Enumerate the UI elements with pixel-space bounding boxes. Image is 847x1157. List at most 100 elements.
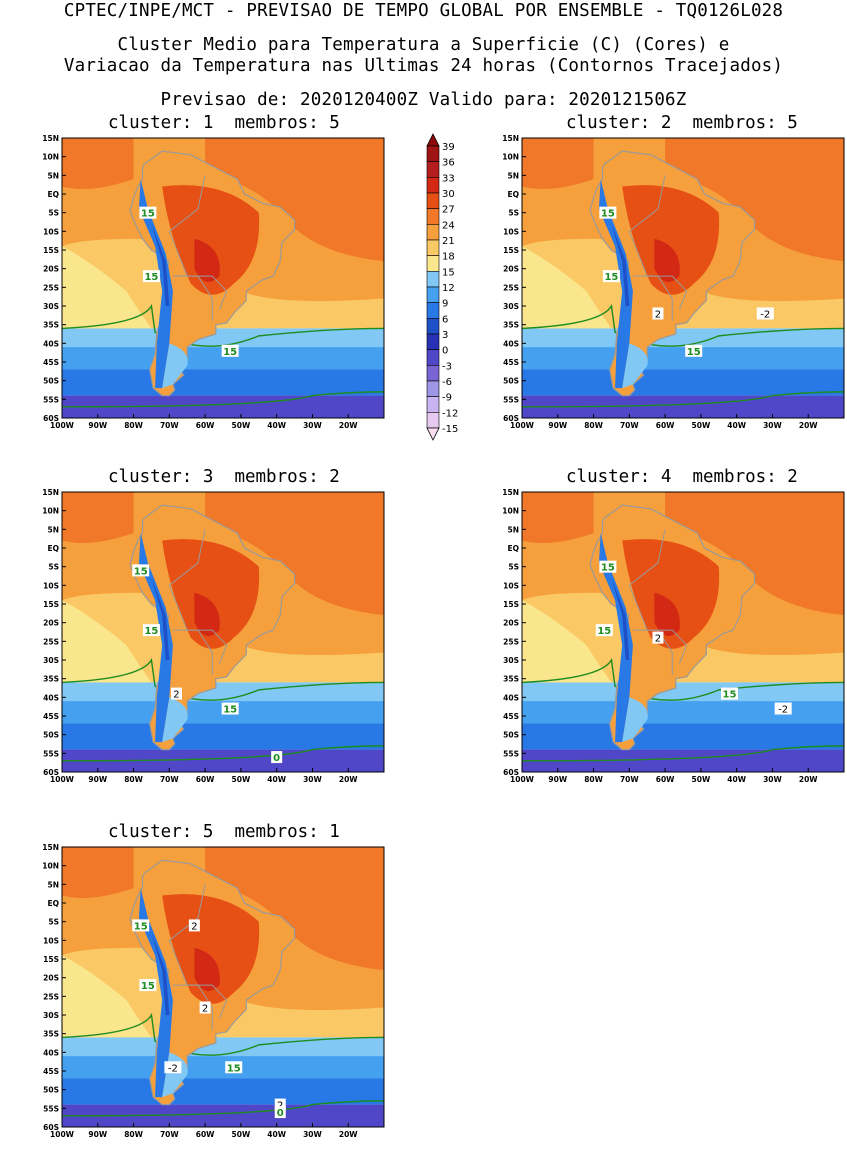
map-frame <box>521 491 845 773</box>
map-frame <box>61 491 385 773</box>
contour-label: 15 <box>223 347 237 358</box>
temperature-field <box>522 138 844 418</box>
lon-tick-label: 70W <box>160 775 179 784</box>
lon-tick-label: 60W <box>196 421 215 430</box>
lat-tick-label: EQ <box>48 190 60 199</box>
colorbar-segment <box>426 365 440 382</box>
contour-label-box <box>142 624 160 637</box>
lat-tick-label: 20S <box>43 265 59 274</box>
contour-label: 15 <box>134 921 148 932</box>
temperature-field <box>62 138 384 418</box>
lat-tick-label: 30S <box>43 656 59 665</box>
contour-label-box <box>164 1061 182 1074</box>
lon-tick-label: 30W <box>763 775 782 784</box>
contour-label: 2 <box>202 1004 208 1015</box>
lat-tick-label: 50S <box>503 377 519 386</box>
contour-label: 15 <box>723 690 737 701</box>
contour-label-box <box>599 206 617 219</box>
lat-tick-label: 40S <box>43 1048 59 1057</box>
panel-title: cluster: 1 membros: 5 <box>108 113 340 133</box>
members-label: membros: <box>213 113 319 133</box>
lat-tick-label: 5S <box>48 563 59 572</box>
lon-tick-label: 70W <box>620 775 639 784</box>
lon-tick-label: 40W <box>727 775 746 784</box>
lat-tick-label: 5N <box>48 171 60 180</box>
lon-tick-label: 20W <box>339 1130 358 1139</box>
lat-tick-label: 45S <box>43 358 59 367</box>
contour-label: 15 <box>141 209 155 220</box>
main-title: CPTEC/INPE/MCT - PREVISAO DE TEMPO GLOBA… <box>63 1 784 21</box>
lat-tick-label: 5N <box>48 525 60 534</box>
lon-tick-label: 50W <box>232 1130 251 1139</box>
colorbar-segment <box>426 349 440 366</box>
lat-tick-label: 10N <box>42 153 59 162</box>
lat-tick-label: 35S <box>43 675 59 684</box>
lat-tick-label: 35S <box>43 1030 59 1039</box>
contour-label-box <box>685 344 703 357</box>
subtitle-line-1: Cluster Medio para Temperatura a Superfi… <box>117 35 730 55</box>
lat-tick-label: 15S <box>503 600 519 609</box>
lon-tick-label: 50W <box>692 775 711 784</box>
lat-tick-label: EQ <box>508 190 520 199</box>
lat-tick-label: 60S <box>503 414 519 423</box>
forecast-dates: Previsao de: 2020120400Z Valido para: 20… <box>160 90 687 110</box>
colorbar-label: -3 <box>442 361 452 372</box>
temperature-field <box>62 847 384 1127</box>
lat-tick-label: 10N <box>502 507 519 516</box>
lon-tick-label: 20W <box>339 421 358 430</box>
lat-tick-label: 60S <box>503 768 519 777</box>
lat-tick-label: 25S <box>43 637 59 646</box>
lat-tick-label: 10S <box>43 581 59 590</box>
colorbar-label: -12 <box>442 408 458 419</box>
lon-tick-label: 90W <box>548 775 567 784</box>
lat-tick-label: 50S <box>43 1086 59 1095</box>
contour-label-box <box>139 206 157 219</box>
colorbar-segment <box>426 271 440 288</box>
members-count: 5 <box>776 113 798 133</box>
panel-title: cluster: 4 membros: 2 <box>566 467 798 487</box>
panel-title: cluster: 5 membros: 1 <box>108 822 340 842</box>
lat-tick-label: 20S <box>43 974 59 983</box>
lat-tick-label: 50S <box>43 731 59 740</box>
contour-label: 15 <box>604 272 618 283</box>
lat-tick-label: EQ <box>508 544 520 553</box>
contour-label: 15 <box>141 981 155 992</box>
contour-label: 15 <box>223 705 237 716</box>
lat-tick-label: 45S <box>503 712 519 721</box>
contour-label: 15 <box>227 1063 241 1074</box>
contour-label-box <box>221 702 239 715</box>
contour-label-box <box>652 307 664 320</box>
members-label: membros: <box>213 467 319 487</box>
colorbar-label: 15 <box>442 267 455 278</box>
lat-tick-label: 60S <box>43 768 59 777</box>
lat-tick-label: EQ <box>48 899 60 908</box>
lat-tick-label: 5S <box>48 918 59 927</box>
colorbar-label: 18 <box>442 252 455 263</box>
map-panel: 15N 10N 5N EQ 5S 10S 15S 20S 25S 30S 35S 40S 45S 50S 5… <box>502 134 845 430</box>
colorbar-segment <box>426 161 440 178</box>
contour-label-box <box>602 270 620 283</box>
lon-tick-label: 60W <box>656 421 675 430</box>
lat-tick-label: EQ <box>48 544 60 553</box>
lat-tick-label: 5N <box>508 525 520 534</box>
lat-tick-label: 15N <box>502 134 519 143</box>
contour-label: 15 <box>687 347 701 358</box>
contour-label: 15 <box>144 626 158 637</box>
colorbar-label: 36 <box>442 158 455 169</box>
map-frame <box>61 137 385 419</box>
lat-tick-label: 15S <box>43 955 59 964</box>
lon-tick-label: 80W <box>584 775 603 784</box>
lon-tick-label: 30W <box>763 421 782 430</box>
cluster-label: cluster: <box>566 467 651 487</box>
lat-tick-label: 10N <box>42 507 59 516</box>
map-frame <box>521 137 845 419</box>
lat-tick-label: 10S <box>43 936 59 945</box>
contour-label: 0 <box>277 1108 284 1119</box>
lon-tick-label: 100W <box>510 775 535 784</box>
colorbar-segment <box>426 255 440 272</box>
lat-tick-label: 50S <box>43 377 59 386</box>
lat-tick-label: 30S <box>43 1011 59 1020</box>
lat-tick-label: 45S <box>43 1067 59 1076</box>
lat-tick-label: 30S <box>503 302 519 311</box>
contour-label-box <box>271 751 283 764</box>
